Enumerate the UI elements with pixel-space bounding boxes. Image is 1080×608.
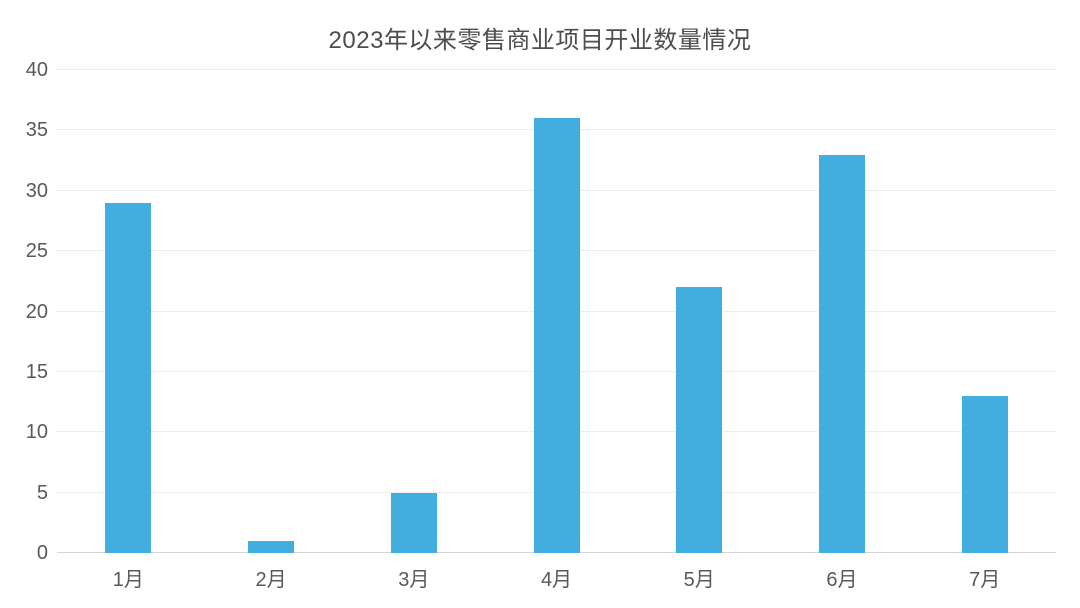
- bar-2月: [248, 540, 295, 553]
- y-tick-label-25: 25: [25, 240, 48, 263]
- x-axis-label-2月: 2月: [255, 569, 287, 591]
- bar-1月: [105, 202, 152, 553]
- bar-5月: [676, 287, 723, 553]
- y-tick-label-35: 35: [25, 119, 48, 142]
- bar-7月: [961, 396, 1008, 553]
- y-tick-label-0: 0: [36, 542, 48, 564]
- y-tick-label-20: 20: [25, 300, 48, 323]
- y-tick-label-5: 5: [36, 481, 48, 504]
- chart-title: 2023年以来零售商业项目开业数量情况: [328, 27, 752, 54]
- y-tick-label-10: 10: [25, 421, 48, 444]
- bar-6月: [818, 154, 865, 553]
- x-axis-label-1月: 1月: [112, 569, 144, 591]
- gridline-y-40: [57, 69, 1056, 70]
- plot-area: [57, 69, 1056, 553]
- x-axis-label-3月: 3月: [398, 569, 430, 591]
- y-tick-label-30: 30: [25, 179, 48, 202]
- x-axis-label-5月: 5月: [683, 569, 715, 591]
- y-tick-label-15: 15: [25, 360, 48, 383]
- bar-3月: [390, 492, 437, 553]
- x-axis-label-7月: 7月: [969, 569, 1001, 591]
- bar-4月: [533, 118, 580, 553]
- y-tick-label-40: 40: [25, 59, 48, 81]
- x-axis-label-6月: 6月: [826, 569, 858, 591]
- x-axis-label-4月: 4月: [540, 569, 573, 591]
